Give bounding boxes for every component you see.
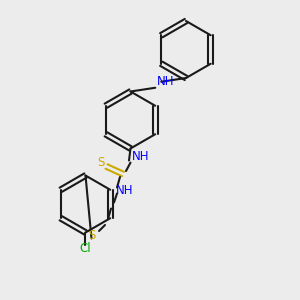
Text: Cl: Cl	[80, 242, 91, 256]
Text: S: S	[88, 229, 95, 242]
Text: NH: NH	[157, 75, 175, 88]
Text: NH: NH	[132, 150, 149, 163]
Text: S: S	[98, 156, 105, 170]
Text: NH: NH	[116, 184, 133, 197]
